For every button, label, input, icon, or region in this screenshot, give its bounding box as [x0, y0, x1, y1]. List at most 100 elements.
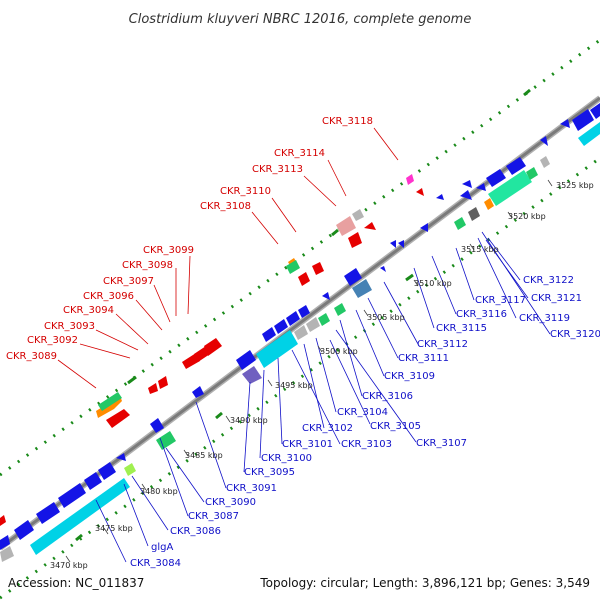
gene-blue-right-c[interactable]	[572, 109, 594, 131]
gene-label[interactable]: CKR_3117	[475, 295, 526, 306]
gene-label[interactable]: CKR_3109	[384, 371, 435, 382]
gene-label[interactable]: CKR_3097	[103, 276, 154, 287]
gene-label[interactable]: CKR_3121	[531, 293, 582, 304]
gene-ckr-3094[interactable]	[158, 376, 168, 389]
gene-label[interactable]: CKR_3116	[456, 309, 507, 320]
gene-blue-d[interactable]	[84, 472, 102, 490]
gene-label[interactable]: CKR_3102	[302, 423, 353, 434]
gene-blue-3095[interactable]	[192, 386, 204, 398]
gene-label[interactable]: CKR_3111	[398, 353, 449, 364]
gene-blue-f[interactable]	[116, 453, 126, 461]
gene-label[interactable]: CKR_3093	[44, 321, 95, 332]
gene-label[interactable]: CKR_3114	[274, 148, 325, 159]
gene-label[interactable]: CKR_3095	[244, 467, 295, 478]
gene-label[interactable]: CKR_3122	[523, 275, 574, 286]
gene-label[interactable]: CKR_3118	[322, 116, 373, 127]
gene-label[interactable]: CKR_3084	[130, 558, 181, 569]
gene-blue-right-b[interactable]	[560, 119, 570, 128]
gene-grey-3120[interactable]	[468, 207, 480, 221]
gene-grey-right[interactable]	[540, 156, 550, 168]
gene-label[interactable]: CKR_3091	[226, 483, 277, 494]
gene-grey-left[interactable]	[0, 546, 14, 562]
gene-label[interactable]: CKR_3113	[252, 164, 303, 175]
gene-purple-3100[interactable]	[242, 366, 262, 384]
gene-label[interactable]: CKR_3092	[27, 335, 78, 346]
gene-blue-mid-b[interactable]	[262, 327, 276, 342]
gene-cyan-right[interactable]	[578, 122, 600, 146]
gene-blue-left[interactable]	[0, 535, 10, 550]
gene-ckr-3089-green[interactable]	[98, 392, 122, 411]
gene-green-3106[interactable]	[334, 303, 346, 316]
gene-label[interactable]: CKR_3120	[550, 329, 600, 340]
gene-blue-3119b[interactable]	[462, 180, 472, 188]
gene-blue-b[interactable]	[36, 502, 60, 524]
gene-ckr-3099[interactable]	[286, 260, 300, 274]
gene-blue-mid-a[interactable]	[236, 350, 256, 370]
gene-label[interactable]: CKR_3090	[205, 497, 256, 508]
gene-green-3122c[interactable]	[526, 167, 538, 180]
gene-blue-mid-c[interactable]	[274, 319, 288, 334]
gene-label[interactable]: CKR_3086	[170, 526, 221, 537]
gene-blue-3122b[interactable]	[506, 157, 526, 175]
gene-ckr-3093[interactable]	[148, 383, 158, 394]
gene-blue-3119[interactable]	[460, 190, 472, 200]
gene-grey-3102[interactable]	[294, 325, 308, 340]
gene-label[interactable]: CKR_3108	[200, 201, 251, 212]
gene-blue-a[interactable]	[14, 520, 34, 540]
gene-cyan-3084[interactable]	[30, 478, 130, 555]
gene-cyan-3101[interactable]	[256, 330, 298, 368]
gene-ckr-3110[interactable]	[312, 262, 324, 275]
gene-label[interactable]: glgA	[151, 542, 173, 553]
gene-blue-3115[interactable]	[390, 240, 396, 248]
gene-label[interactable]: CKR_3103	[341, 439, 392, 450]
gene-label[interactable]: CKR_3087	[188, 511, 239, 522]
gene-label[interactable]: CKR_3119	[519, 313, 570, 324]
gene-lime[interactable]	[124, 463, 136, 476]
gene-ckr-3108[interactable]	[298, 272, 310, 286]
gene-ckr-3113-b[interactable]	[348, 232, 362, 248]
gene-blue-right-a[interactable]	[540, 136, 548, 146]
gene-label[interactable]: CKR_3100	[261, 453, 312, 464]
gene-blue-3122[interactable]	[486, 169, 506, 187]
gene-ckr-3118-b[interactable]	[416, 188, 424, 196]
gene-ckr-3114[interactable]	[352, 209, 364, 221]
gene-blue-3116b[interactable]	[436, 194, 444, 200]
gene-blue-mid-e[interactable]	[298, 305, 310, 318]
gene-green-3117[interactable]	[454, 217, 466, 230]
gene-label[interactable]: CKR_3110	[220, 186, 271, 197]
gene-blue-3112[interactable]	[380, 266, 386, 272]
gene-ckr-3113[interactable]	[336, 216, 356, 236]
gene-blue-3120b[interactable]	[476, 183, 486, 191]
gene-ckr-3098[interactable]	[204, 338, 222, 356]
gene-blue-3115b[interactable]	[398, 240, 404, 248]
gene-green-3104[interactable]	[318, 313, 330, 326]
gene-label[interactable]: CKR_3098	[122, 260, 173, 271]
gene-label[interactable]: CKR_3105	[370, 421, 421, 432]
gene-grey-3103[interactable]	[306, 317, 320, 332]
gene-blue-c[interactable]	[58, 483, 86, 508]
gene-green-3121b[interactable]	[488, 170, 532, 206]
gene-ckr-3118[interactable]	[406, 174, 414, 185]
gene-blue-e[interactable]	[98, 462, 116, 480]
gene-label[interactable]: CKR_3099	[143, 245, 194, 256]
gene-label[interactable]: CKR_3094	[63, 305, 114, 316]
gene-steel-3111[interactable]	[352, 279, 372, 298]
gene-green-3090[interactable]	[156, 431, 176, 450]
gene-left-red[interactable]	[0, 515, 6, 526]
gene-label[interactable]: CKR_3104	[337, 407, 388, 418]
gene-label[interactable]: CKR_3101	[282, 439, 333, 450]
gene-blue-mid-d[interactable]	[286, 311, 300, 326]
gene-label[interactable]: CKR_3115	[436, 323, 487, 334]
gene-label[interactable]: CKR_3112	[417, 339, 468, 350]
gene-blue-3116[interactable]	[420, 223, 428, 232]
gene-blue-right-d[interactable]	[590, 103, 600, 119]
gene-label[interactable]: CKR_3096	[83, 291, 134, 302]
gene-orange-3121[interactable]	[484, 198, 494, 210]
gene-label[interactable]: CKR_3106	[362, 391, 413, 402]
gene-blue-3091[interactable]	[150, 418, 164, 433]
gene-blue-3105[interactable]	[322, 292, 330, 300]
gene-blue-3109[interactable]	[344, 268, 362, 286]
gene-label[interactable]: CKR_3107	[416, 438, 467, 449]
gene-ckr-3092[interactable]	[106, 409, 130, 428]
gene-ckr-3114-b[interactable]	[364, 222, 376, 230]
